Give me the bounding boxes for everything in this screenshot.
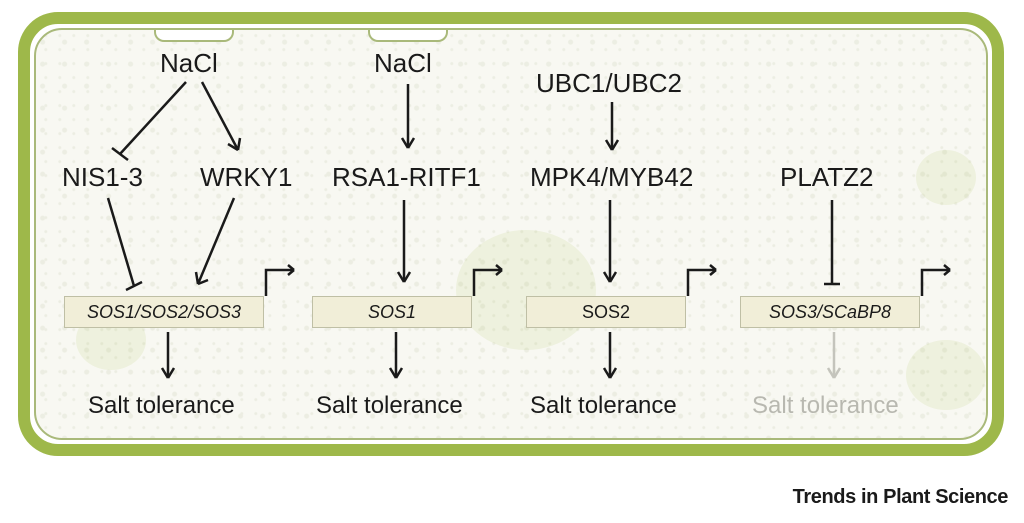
gene-label: SOS3/SCaBP8 — [769, 302, 891, 323]
label-salt-tolerance: Salt tolerance — [88, 392, 235, 420]
activation-edge — [186, 196, 242, 296]
organelle-blob — [916, 150, 976, 205]
activation-edge — [386, 330, 406, 390]
label-nacl-1: NaCl — [160, 48, 218, 79]
activation-edge — [158, 330, 178, 390]
channel-icon — [368, 28, 448, 42]
cell-membrane-outer: NaCl NaCl UBC1/UBC2 NIS1-3 WRKY1 RSA1-RI… — [18, 12, 1004, 456]
inhibition-edge — [106, 78, 196, 162]
activation-edge-faded — [824, 330, 844, 390]
activation-edge — [398, 82, 418, 160]
label-wrky: WRKY1 — [200, 162, 292, 193]
activation-edge — [600, 330, 620, 390]
gene-box-sos123: SOS1/SOS2/SOS3 — [64, 296, 264, 328]
label-salt-tolerance: Salt tolerance — [530, 392, 677, 420]
gene-box-sos2: SOS2 — [526, 296, 686, 328]
inhibition-edge — [98, 196, 146, 296]
label-ubc: UBC1/UBC2 — [536, 68, 682, 99]
label-salt-tolerance: Salt tolerance — [316, 392, 463, 420]
activation-edge — [394, 198, 414, 294]
gene-box-sos3-scabp8: SOS3/SCaBP8 — [740, 296, 920, 328]
inhibition-edge — [822, 198, 842, 294]
organelle-blob — [456, 230, 596, 350]
label-mpk: MPK4/MYB42 — [530, 162, 693, 193]
label-rsa: RSA1-RITF1 — [332, 162, 481, 193]
activation-edge — [600, 198, 620, 294]
gene-label: SOS1 — [368, 302, 416, 323]
gene-box-sos1: SOS1 — [312, 296, 472, 328]
activation-edge — [602, 100, 622, 162]
gene-label: SOS2 — [582, 302, 630, 323]
label-nis: NIS1-3 — [62, 162, 143, 193]
label-nacl-2: NaCl — [374, 48, 432, 79]
cell-membrane-inner: NaCl NaCl UBC1/UBC2 NIS1-3 WRKY1 RSA1-RI… — [34, 28, 988, 440]
gene-label: SOS1/SOS2/SOS3 — [87, 302, 241, 323]
channel-icon — [154, 28, 234, 42]
credit-text: Trends in Plant Science — [793, 486, 1008, 509]
label-salt-tolerance-faded: Salt tolerance — [752, 392, 899, 420]
organelle-blob — [906, 340, 986, 410]
activation-edge — [194, 78, 254, 162]
label-platz: PLATZ2 — [780, 162, 873, 193]
